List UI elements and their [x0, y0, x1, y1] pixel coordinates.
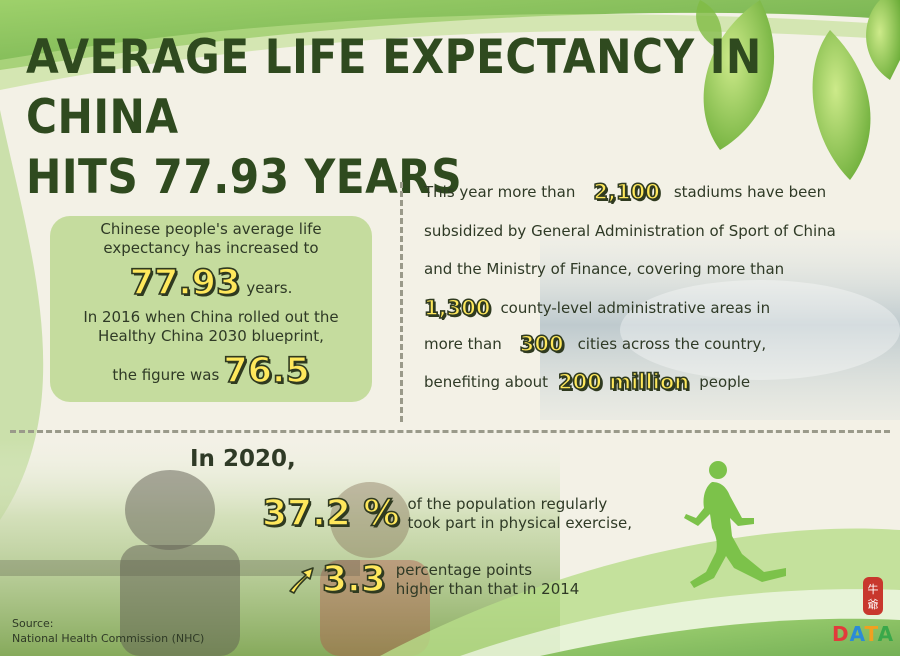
stadiums-line-4: 1,300 county-level administrative areas …	[423, 295, 771, 321]
exercise-increase-desc: percentage points higher than that in 20…	[396, 561, 580, 599]
stadiums-count: 2,100	[593, 179, 661, 205]
exercise-increase-desc-2: higher than that in 2014	[395, 580, 580, 598]
exercise-share-stat: 37.2 % of the population regularly took …	[261, 493, 632, 535]
history-text: In 2016 when China rolled out the Health…	[83, 308, 339, 345]
exercise-increase-value: 3.3	[321, 559, 386, 601]
stadiums-l1-suffix: stadiums have been	[673, 183, 827, 201]
stadiums-l6-suffix: people	[699, 373, 751, 391]
exercise-increase-desc-1: percentage points	[395, 561, 533, 579]
up-arrow-icon	[289, 567, 314, 594]
svg-text:爺: 爺	[868, 597, 879, 611]
history-label: the figure was	[112, 366, 220, 384]
runner-icon	[684, 461, 786, 588]
stadiums-l5-prefix: more than	[424, 335, 502, 353]
stadiums-line-5: more than 300 cities across the country,	[424, 331, 767, 357]
stadiums-l5-suffix: cities across the country,	[577, 335, 767, 353]
exercise-share-desc-2: took part in physical exercise,	[407, 514, 633, 532]
current-expectancy-unit: years.	[246, 279, 293, 297]
stadiums-line-6: benefiting about 200 million people	[424, 369, 751, 395]
exercise-share-value: 37.2 %	[261, 493, 400, 535]
stadiums-l4-suffix: county-level administrative areas in	[500, 299, 771, 317]
source-label: Source:	[12, 617, 54, 630]
source-name: National Health Commission (NHC)	[12, 632, 205, 645]
stadiums-l1-prefix: This year more than	[424, 183, 576, 201]
exercise-share-desc: of the population regularly took part in…	[407, 495, 632, 533]
brand-seal: 牛 爺	[862, 576, 884, 616]
stadiums-line-2: subsidized by General Administration of …	[424, 222, 836, 240]
current-expectancy-row: 77.93 years.	[64, 263, 358, 303]
life-intro-text: Chinese people's average life expectancy…	[100, 220, 322, 257]
history-row: the figure was 76.5	[64, 351, 358, 391]
life-expectancy-card: Chinese people's average life expectancy…	[50, 216, 372, 402]
vertical-divider	[400, 182, 403, 422]
exercise-increase-stat: 3.3 percentage points higher than that i…	[286, 559, 580, 601]
svg-text:牛: 牛	[868, 582, 879, 596]
seal-icon: 牛 爺	[863, 577, 883, 615]
horizontal-divider	[10, 430, 890, 433]
page-title: AVERAGE LIFE EXPECTANCY IN CHINA HITS 77…	[26, 28, 764, 208]
current-expectancy-value: 77.93	[129, 263, 241, 303]
stadiums-line-3: and the Ministry of Finance, covering mo…	[424, 260, 785, 278]
exercise-share-desc-1: of the population regularly	[407, 495, 608, 513]
source-note: Source: National Health Commission (NHC)	[12, 616, 204, 646]
brand-logo: DATA	[832, 622, 895, 646]
history-value: 76.5	[223, 351, 311, 391]
year-heading: In 2020,	[190, 446, 296, 472]
title-line-2: HITS 77.93 YEARS	[26, 150, 463, 205]
stadiums-line-1: This year more than 2,100 stadiums have …	[424, 179, 827, 205]
title-line-1: AVERAGE LIFE EXPECTANCY IN CHINA	[26, 30, 762, 145]
county-count: 1,300	[423, 295, 491, 321]
city-count: 300	[519, 331, 564, 357]
stadiums-l6-prefix: benefiting about	[424, 373, 549, 391]
beneficiary-count: 200 million	[557, 369, 690, 395]
